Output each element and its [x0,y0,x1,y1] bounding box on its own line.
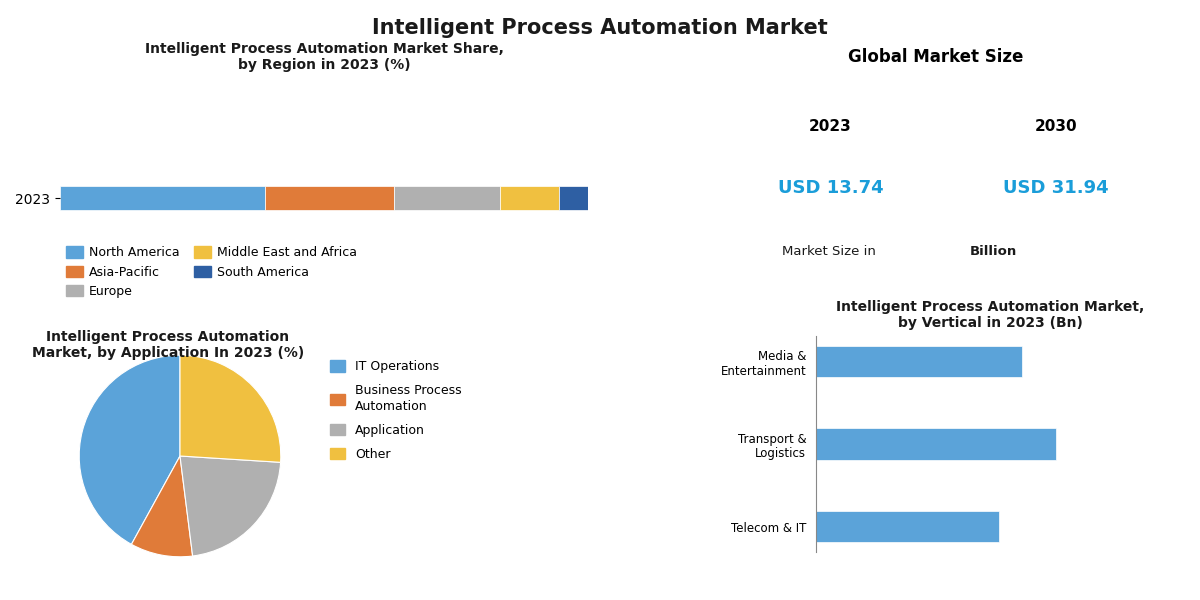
Text: USD 31.94: USD 31.94 [1003,179,1109,197]
Bar [395,186,500,210]
Wedge shape [132,456,193,557]
Legend: North America, Asia-Pacific, Europe, Middle East and Africa, South America: North America, Asia-Pacific, Europe, Mid… [66,246,356,298]
Bar [265,186,395,210]
Bar [559,186,588,210]
Wedge shape [180,355,281,463]
Bar [500,186,559,210]
Text: Intelligent Process Automation
Market, by Application In 2023 (%): Intelligent Process Automation Market, b… [32,330,304,360]
Text: Intelligent Process Automation Market Share,
by Region in 2023 (%): Intelligent Process Automation Market Sh… [144,42,504,72]
Text: Market Size in: Market Size in [782,245,881,257]
Wedge shape [180,456,281,556]
Text: USD 13.74: USD 13.74 [778,179,883,197]
Legend: IT Operations, Business Process
Automation, Application, Other: IT Operations, Business Process Automati… [330,360,462,461]
Bar [60,186,265,210]
Text: 2023: 2023 [809,119,852,134]
Bar [816,428,1056,460]
Bar [816,511,998,542]
Text: Global Market Size: Global Market Size [848,48,1024,66]
Text: 2030: 2030 [1034,119,1078,134]
Text: Intelligent Process Automation Market,
by Vertical in 2023 (Bn): Intelligent Process Automation Market, b… [836,300,1144,330]
Wedge shape [79,355,180,544]
Text: Billion: Billion [970,245,1016,257]
Text: Intelligent Process Automation Market: Intelligent Process Automation Market [372,18,828,38]
Bar [816,346,1021,377]
